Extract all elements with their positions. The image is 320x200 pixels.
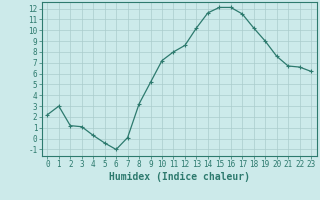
X-axis label: Humidex (Indice chaleur): Humidex (Indice chaleur) xyxy=(109,172,250,182)
